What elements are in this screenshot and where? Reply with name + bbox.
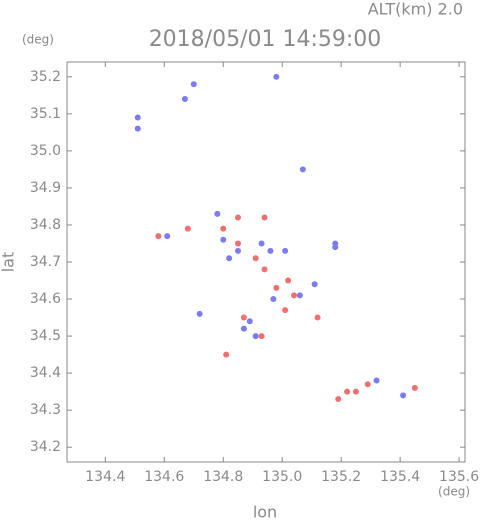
y-tick-label: 34.7 (30, 254, 61, 270)
echo-point (155, 233, 162, 240)
echo-point (134, 125, 141, 132)
echo-point (261, 266, 268, 273)
echo-point (240, 314, 247, 321)
echo-point (314, 314, 321, 321)
x-tick-label: 135.4 (380, 469, 420, 485)
echo-point (220, 236, 227, 243)
echo-point (282, 307, 289, 314)
echo-point (311, 281, 318, 288)
echo-point (190, 81, 197, 88)
echo-point (296, 292, 303, 299)
echo-point (411, 384, 418, 391)
echo-point (252, 333, 259, 340)
x-tick-label: 135.6 (439, 469, 479, 485)
echo-point (352, 388, 359, 395)
echo-point (181, 96, 188, 103)
echo-point (273, 73, 280, 80)
echo-point (282, 247, 289, 254)
echo-point (364, 381, 371, 388)
echo-point (291, 292, 298, 299)
x-tick-label: 135.2 (321, 469, 361, 485)
echo-point (400, 392, 407, 399)
x-tick-label: 135.0 (262, 469, 302, 485)
y-axis-label: lat (0, 252, 18, 273)
echo-point (164, 233, 171, 240)
echo-point (299, 166, 306, 173)
echo-point (196, 310, 203, 317)
y-tick-label: 35.2 (30, 69, 61, 85)
y-tick-label: 34.5 (30, 328, 61, 344)
echo-point (234, 247, 241, 254)
y-unit: (deg) (22, 33, 54, 47)
echo-point (234, 240, 241, 247)
echo-point (234, 214, 241, 221)
altitude-label: ALT(km) 2.0 (368, 0, 463, 19)
x-unit: (deg) (438, 485, 470, 499)
echo-point (335, 396, 342, 403)
echo-point (273, 284, 280, 291)
y-tick-label: 35.0 (30, 143, 61, 159)
y-tick-label: 34.9 (30, 180, 61, 196)
echo-point (226, 255, 233, 262)
echo-point (373, 377, 380, 384)
y-tick-label: 34.6 (30, 291, 61, 307)
plot-frame (66, 61, 466, 463)
echo-point (332, 240, 339, 247)
y-tick-label: 34.8 (30, 217, 61, 233)
echo-point (261, 214, 268, 221)
echo-point (258, 333, 265, 340)
y-tick-label: 34.3 (30, 402, 61, 418)
echo-point (252, 255, 259, 262)
chart-title: 2018/05/01 14:59:00 (149, 27, 382, 52)
echo-point (214, 210, 221, 217)
x-tick-label: 134.4 (85, 469, 125, 485)
y-tick-label: 35.1 (30, 106, 61, 122)
echo-point (258, 240, 265, 247)
y-tick-label: 34.2 (30, 439, 61, 455)
x-tick-label: 134.6 (144, 469, 184, 485)
echo-point (184, 225, 191, 232)
echo-point (344, 388, 351, 395)
echo-point (267, 247, 274, 254)
x-axis-label: lon (253, 503, 277, 521)
echo-point (240, 325, 247, 332)
echo-point (220, 225, 227, 232)
echo-point (270, 296, 277, 303)
echo-point (223, 351, 230, 358)
y-tick-label: 34.4 (30, 365, 61, 381)
echo-point (246, 318, 253, 325)
echo-point (285, 277, 292, 284)
x-tick-label: 134.8 (203, 469, 243, 485)
echo-point (134, 114, 141, 121)
